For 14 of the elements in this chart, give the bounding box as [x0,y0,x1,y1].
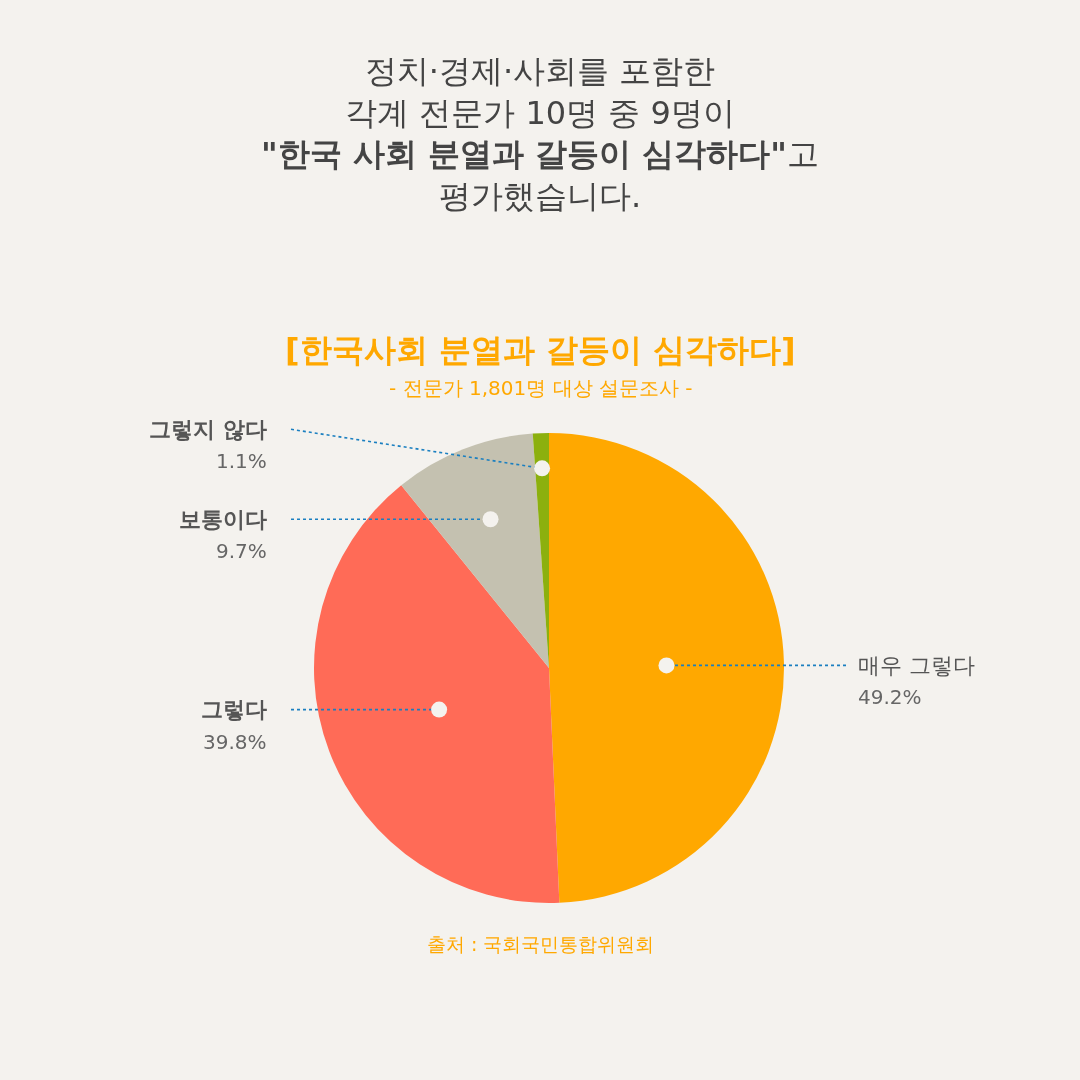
slice-label: 매우 그렇다 [858,653,975,678]
pie-slice [314,485,560,903]
slice-label: 그렇다 [201,697,267,722]
pie-slice [401,433,549,668]
chart-title: 정치·경제·사회를 포함한 각계 전문가 10명 중 9명이 "한국 사회 분열과 갈등이 심각하다"고 평가했습니다. [261,52,819,215]
chart-subtitle: [한국사회 분열과 갈등이 심각하다] - 전문가 1,801명 대상 설문조사 - [285,331,796,400]
pie-slice [549,433,784,903]
data-label: 39.8% [203,730,267,754]
slice-label: 그렇지 않다 [149,417,267,442]
data-label: 49.2% [858,685,922,709]
data-label: 9.7% [216,539,267,563]
source-note: 출처 : 국회국민통합위원회 [427,933,655,955]
slice-label: 보통이다 [179,507,267,532]
data-label: 1.1% [216,449,267,473]
